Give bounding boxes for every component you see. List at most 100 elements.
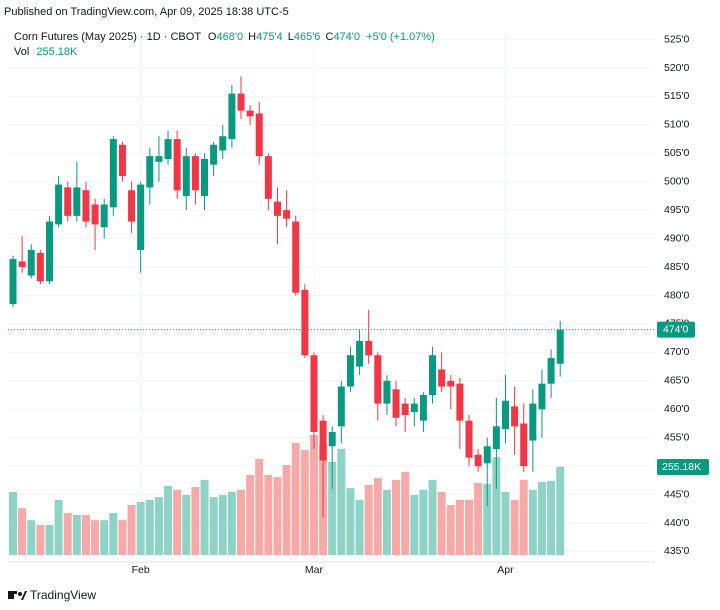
candle-body bbox=[501, 400, 509, 430]
y-tick-label: 505'0 bbox=[664, 147, 690, 159]
candle-body bbox=[456, 383, 464, 421]
x-tick-label: Feb bbox=[132, 564, 150, 576]
candle-body bbox=[100, 204, 108, 228]
candle-body bbox=[109, 139, 117, 208]
candle-body bbox=[91, 204, 99, 225]
candle-body bbox=[201, 158, 209, 196]
volume-bar bbox=[547, 480, 556, 555]
candle-body bbox=[146, 156, 154, 188]
volume-bar bbox=[54, 499, 63, 555]
candle-body bbox=[9, 259, 17, 305]
ohlc-value: 474'0 bbox=[333, 31, 360, 43]
y-tick-label: 510'0 bbox=[664, 119, 690, 131]
volume-bar bbox=[437, 491, 446, 555]
candle-body bbox=[228, 93, 236, 140]
volume-bar bbox=[173, 489, 182, 555]
volume-bar bbox=[528, 489, 537, 555]
candle-body bbox=[419, 395, 427, 421]
volume-bar bbox=[355, 499, 364, 555]
volume-bar bbox=[382, 489, 391, 555]
candle-body bbox=[264, 156, 272, 199]
volume-bar bbox=[392, 479, 401, 555]
volume-bar bbox=[501, 491, 510, 555]
candle-body bbox=[538, 383, 546, 410]
volume-bar bbox=[410, 495, 419, 555]
published-note: Published on TradingView.com, Apr 09, 20… bbox=[4, 6, 289, 18]
candle-body bbox=[310, 355, 318, 433]
volume-bar bbox=[300, 449, 309, 555]
volume-bar bbox=[154, 497, 163, 555]
volume-bar bbox=[465, 499, 473, 555]
volume-bar bbox=[364, 485, 373, 555]
volume-bar bbox=[537, 481, 546, 555]
brand: TradingView bbox=[30, 588, 96, 602]
volume-bar bbox=[446, 505, 455, 555]
volume-bar bbox=[273, 477, 282, 555]
volume-bar bbox=[45, 525, 54, 555]
volume-bar bbox=[127, 505, 136, 555]
volume-value: 255.18K bbox=[36, 46, 78, 58]
volume-bar bbox=[218, 495, 227, 555]
candle-body bbox=[474, 454, 482, 467]
volume-bar bbox=[36, 525, 45, 555]
volume-bar bbox=[118, 520, 127, 555]
volume-bar bbox=[401, 471, 410, 555]
volume-bar bbox=[182, 495, 191, 555]
y-tick-label: 440'0 bbox=[664, 517, 690, 529]
volume-name: Vol bbox=[14, 46, 29, 58]
volume-bar bbox=[328, 461, 337, 555]
volume-badge-label: 255.18K bbox=[662, 461, 701, 473]
volume-bar bbox=[209, 497, 218, 555]
volume-bar bbox=[346, 488, 355, 555]
ohlc-key: L bbox=[288, 31, 294, 43]
last-price-badge bbox=[657, 321, 695, 338]
candle-body bbox=[219, 136, 227, 151]
candle-body bbox=[191, 156, 199, 191]
candle-body bbox=[210, 144, 218, 165]
legend-line: Corn Futures (May 2025) · 1D · CBOT O468… bbox=[14, 31, 435, 43]
volume-bar bbox=[72, 515, 81, 555]
volume-bar bbox=[483, 483, 492, 555]
volume-bar bbox=[264, 475, 273, 555]
ohlc-value: 475'4 bbox=[256, 31, 283, 43]
y-tick-label: 460'0 bbox=[664, 403, 690, 415]
candle-body bbox=[18, 261, 26, 268]
volume-bar bbox=[246, 475, 255, 555]
candle-body bbox=[520, 423, 528, 467]
candle-body bbox=[164, 139, 172, 159]
candle-body bbox=[346, 355, 354, 387]
last-price-label: 474'0 bbox=[663, 323, 689, 335]
candle-body bbox=[36, 252, 44, 282]
volume-bar bbox=[309, 435, 318, 555]
y-tick-label: 455'0 bbox=[664, 431, 690, 443]
candle-body bbox=[155, 156, 163, 162]
candle-body bbox=[255, 113, 263, 157]
volume-bar bbox=[164, 486, 173, 555]
candle-body bbox=[529, 403, 537, 441]
y-tick-label: 495'0 bbox=[664, 204, 690, 216]
y-tick-label: 490'0 bbox=[664, 232, 690, 244]
volume-bar bbox=[81, 515, 90, 555]
volume-bar bbox=[556, 467, 565, 555]
candle-body bbox=[447, 380, 455, 387]
y-tick-label: 500'0 bbox=[664, 176, 690, 188]
candle-body bbox=[492, 426, 500, 450]
volume-bar bbox=[63, 512, 72, 555]
candle-body bbox=[246, 110, 254, 117]
x-tick-label: Mar bbox=[305, 564, 324, 576]
volume-bar bbox=[474, 482, 483, 555]
volume-bar bbox=[492, 457, 501, 555]
volume-bar bbox=[9, 491, 17, 555]
ohlc-key: O bbox=[208, 31, 217, 43]
volume-bar bbox=[419, 489, 428, 555]
volume-bar bbox=[237, 489, 245, 555]
y-tick-label: 435'0 bbox=[664, 545, 690, 557]
grid bbox=[8, 31, 655, 560]
candle-body bbox=[118, 144, 126, 177]
candle-body bbox=[383, 380, 391, 404]
candle-body bbox=[283, 210, 291, 219]
volume-bar bbox=[373, 478, 382, 555]
volume-bar bbox=[510, 499, 519, 555]
volume-bar bbox=[145, 499, 154, 555]
